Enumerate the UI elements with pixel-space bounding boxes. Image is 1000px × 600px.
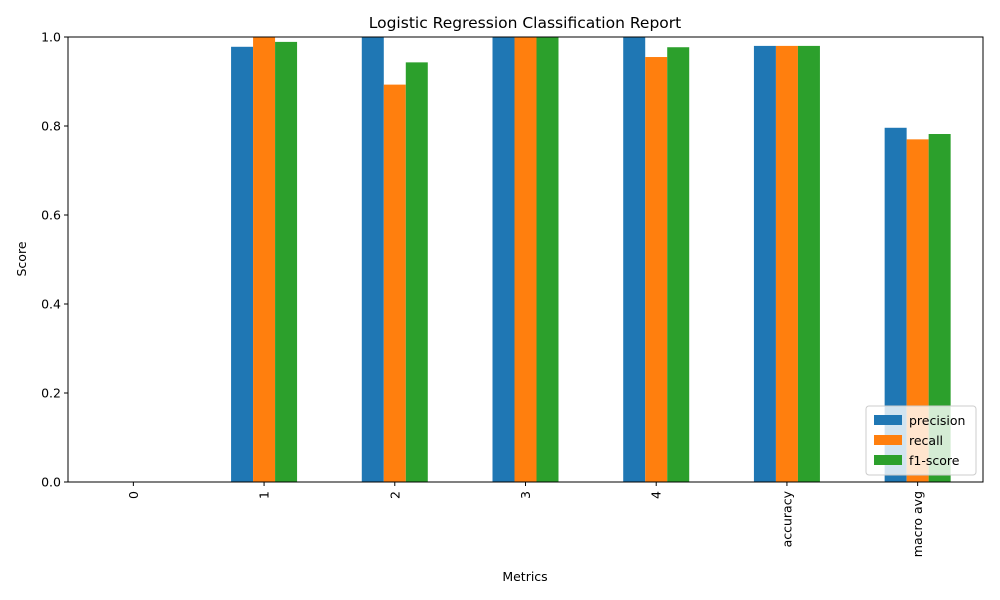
y-tick-label: 0.0 <box>41 475 61 490</box>
bar-f1-score-accuracy <box>797 45 820 483</box>
bar-precision-1 <box>231 46 254 482</box>
x-tick-label: macro avg <box>910 491 925 557</box>
legend-swatch-precision <box>874 415 902 425</box>
bar-recall-2 <box>383 84 406 483</box>
legend-label-recall: recall <box>909 433 943 448</box>
bar-recall-3 <box>514 37 537 482</box>
bar-precision-accuracy <box>753 45 776 483</box>
y-axis-label: Score <box>14 241 29 276</box>
x-axis: 0 1 2 3 4 accuracy macro avg <box>126 482 925 557</box>
bar-f1-score-macro-avg <box>928 134 951 482</box>
bar-recall-macro-avg <box>906 139 929 482</box>
y-tick-label: 0.4 <box>41 297 61 312</box>
bar-recall-accuracy <box>775 45 798 483</box>
x-tick-label: 2 <box>387 491 402 499</box>
legend-swatch-f1-score <box>874 455 902 465</box>
x-tick-label: 0 <box>126 491 141 499</box>
bar-f1-score-1 <box>275 41 298 483</box>
y-tick-label: 0.8 <box>41 119 61 134</box>
bar-precision-4 <box>623 37 646 482</box>
bar-recall-4 <box>645 57 668 483</box>
y-tick-label: 1.0 <box>41 30 61 45</box>
bar-precision-macro-avg <box>884 127 907 482</box>
bar-f1-score-3 <box>536 37 559 482</box>
legend-label-f1-score: f1-score <box>909 453 960 468</box>
x-tick-label: 3 <box>518 491 533 499</box>
bar-recall-1 <box>253 37 276 482</box>
x-axis-label: Metrics <box>502 569 547 584</box>
bar-precision-3 <box>492 37 515 482</box>
y-tick-label: 0.6 <box>41 208 61 223</box>
bars-group <box>231 37 951 483</box>
bar-f1-score-2 <box>405 62 428 483</box>
y-tick-label: 0.2 <box>41 386 61 401</box>
legend-label-precision: precision <box>909 413 965 428</box>
legend-swatch-recall <box>874 435 902 445</box>
legend: precision recall f1-score <box>865 405 977 476</box>
chart-title: Logistic Regression Classification Repor… <box>369 14 681 32</box>
x-tick-label: 1 <box>257 491 272 499</box>
x-tick-label: 4 <box>649 491 664 499</box>
x-tick-label: accuracy <box>779 490 794 547</box>
y-axis: 0.0 0.2 0.4 0.6 0.8 1.0 <box>41 30 68 490</box>
bar-f1-score-4 <box>667 47 690 483</box>
bar-precision-2 <box>361 37 384 482</box>
